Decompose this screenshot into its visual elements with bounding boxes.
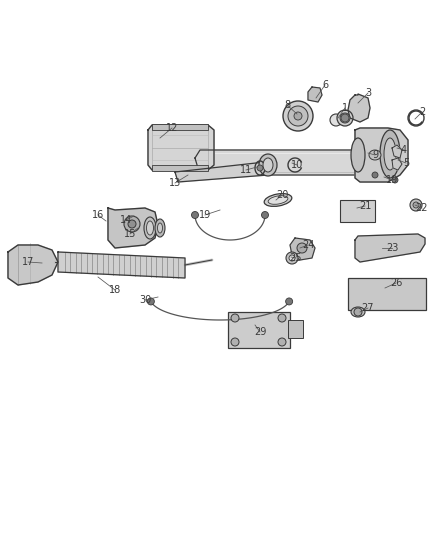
Text: 21: 21: [359, 201, 371, 211]
Circle shape: [354, 308, 362, 316]
Text: 14: 14: [120, 215, 132, 225]
Text: 30: 30: [139, 295, 151, 305]
Ellipse shape: [340, 113, 350, 123]
Text: 24: 24: [302, 240, 314, 250]
Ellipse shape: [146, 221, 153, 235]
Ellipse shape: [294, 112, 302, 120]
Ellipse shape: [288, 106, 308, 126]
Ellipse shape: [283, 101, 313, 131]
Polygon shape: [290, 238, 315, 260]
Circle shape: [286, 298, 293, 305]
Polygon shape: [175, 162, 270, 182]
Circle shape: [124, 216, 140, 232]
Text: 13: 13: [169, 178, 181, 188]
Polygon shape: [355, 234, 425, 262]
Polygon shape: [392, 158, 402, 170]
Text: 20: 20: [276, 190, 288, 200]
Ellipse shape: [155, 219, 165, 237]
Ellipse shape: [369, 150, 381, 160]
Polygon shape: [148, 125, 214, 170]
Circle shape: [341, 114, 349, 122]
Ellipse shape: [264, 193, 292, 206]
Text: 19: 19: [386, 175, 398, 185]
Polygon shape: [108, 208, 158, 248]
Circle shape: [147, 298, 154, 305]
Ellipse shape: [263, 158, 273, 172]
Text: 18: 18: [109, 285, 121, 295]
Text: 15: 15: [124, 229, 136, 239]
Bar: [228, 312, 290, 348]
Bar: [340, 200, 375, 222]
Circle shape: [289, 255, 295, 261]
Circle shape: [372, 172, 378, 178]
Ellipse shape: [158, 223, 162, 233]
Polygon shape: [308, 87, 322, 102]
Circle shape: [286, 252, 298, 264]
Circle shape: [410, 199, 422, 211]
Text: 27: 27: [362, 303, 374, 313]
Ellipse shape: [144, 217, 156, 239]
Circle shape: [257, 165, 263, 171]
Circle shape: [128, 220, 136, 228]
Ellipse shape: [384, 138, 396, 170]
Text: 10: 10: [291, 160, 303, 170]
Polygon shape: [355, 128, 408, 182]
Text: 26: 26: [390, 278, 402, 288]
Text: 8: 8: [284, 100, 290, 110]
Circle shape: [231, 338, 239, 346]
Text: 12: 12: [166, 123, 178, 133]
Ellipse shape: [337, 110, 353, 126]
Text: 23: 23: [386, 243, 398, 253]
Text: 1: 1: [342, 103, 348, 113]
Ellipse shape: [351, 138, 365, 172]
Ellipse shape: [259, 154, 277, 176]
Circle shape: [297, 243, 307, 253]
Text: 29: 29: [254, 327, 266, 337]
Text: 17: 17: [22, 257, 34, 267]
Polygon shape: [195, 150, 390, 175]
Circle shape: [278, 314, 286, 322]
Text: 11: 11: [240, 165, 252, 175]
Text: 6: 6: [322, 80, 328, 90]
Text: 22: 22: [416, 203, 428, 213]
Polygon shape: [58, 252, 185, 278]
Text: 4: 4: [401, 145, 407, 155]
Ellipse shape: [330, 114, 342, 126]
Polygon shape: [392, 145, 402, 158]
Circle shape: [261, 212, 268, 219]
Polygon shape: [348, 94, 370, 122]
Circle shape: [413, 202, 419, 208]
Text: 9: 9: [372, 150, 378, 160]
Text: 2: 2: [419, 107, 425, 117]
Ellipse shape: [351, 307, 365, 317]
Text: 5: 5: [403, 158, 409, 168]
Text: 19: 19: [199, 210, 211, 220]
Text: 25: 25: [290, 253, 302, 263]
Bar: [348, 278, 426, 310]
Bar: [152, 165, 208, 171]
Ellipse shape: [268, 196, 288, 204]
Bar: [152, 124, 208, 130]
Text: 3: 3: [365, 88, 371, 98]
Ellipse shape: [380, 130, 400, 178]
Circle shape: [392, 177, 398, 183]
Circle shape: [231, 314, 239, 322]
Circle shape: [191, 212, 198, 219]
Polygon shape: [8, 245, 58, 285]
Bar: [288, 320, 303, 338]
Text: 16: 16: [92, 210, 104, 220]
Circle shape: [278, 338, 286, 346]
